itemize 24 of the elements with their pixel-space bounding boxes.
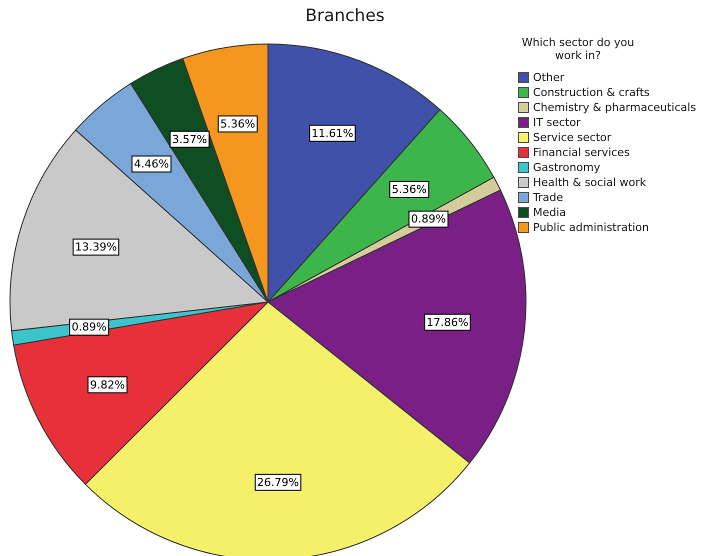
data-label: 5.36% (392, 182, 427, 196)
legend-label: Media (533, 206, 566, 219)
legend-label: Trade (533, 191, 564, 204)
data-label: 3.57% (172, 132, 208, 146)
legend-label: Health & social work (533, 176, 646, 189)
data-label: 0.89% (411, 212, 446, 226)
legend-label: Financial services (533, 146, 630, 159)
legend-label: Other (533, 71, 564, 84)
legend-label: Construction & crafts (533, 86, 650, 99)
legend-label: Public administration (533, 221, 649, 234)
legend-label: Chemistry & pharmaceuticals (533, 101, 696, 114)
data-label: 26.79% (257, 476, 300, 489)
data-label: 4.46% (134, 158, 169, 171)
data-label: 9.82% (90, 378, 125, 392)
data-label: 13.39% (74, 240, 117, 254)
legend-label: IT sector (533, 116, 581, 129)
legend-title: Which sector do you work in? (520, 36, 636, 62)
legend-label: Gastronomy (533, 161, 600, 174)
data-label: 11.61% (311, 126, 354, 140)
data-label: 5.36% (220, 117, 256, 130)
legend-label: Service sector (533, 131, 612, 144)
data-label: 0.89% (72, 320, 107, 334)
data-label: 17.86% (426, 316, 468, 329)
chart-title: Branches (304, 6, 386, 26)
